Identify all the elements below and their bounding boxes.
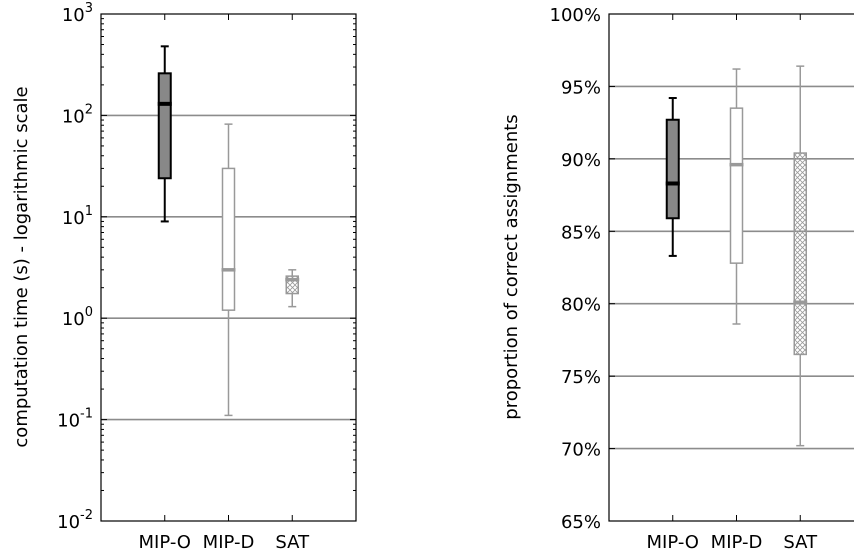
y-tick-label: 80% — [561, 295, 601, 316]
box-mip-d — [221, 167, 236, 311]
box-sat — [793, 152, 807, 356]
x-tick-label: MIP-O — [647, 532, 699, 553]
y-tick-label: 10-1 — [57, 407, 93, 432]
y-tick-label: 102 — [62, 102, 93, 127]
box-mip-o — [665, 118, 680, 220]
plot-frame — [100, 13, 357, 522]
y-tick-label: 90% — [561, 150, 601, 171]
plot-frame — [608, 13, 854, 522]
x-tick-label: MIP-D — [203, 532, 255, 553]
computation-time-chart: 10-2 10-1 100 101 102 103 computation time (s)… — [11, 1, 357, 553]
correct-assignments-chart: 65% 70% 75% 80% 85% 90% 95% 100% proportion of c… — [501, 5, 854, 553]
x-tick-label: MIP-O — [139, 532, 191, 553]
y-tick-label: 95% — [561, 77, 601, 98]
y-tick-label: 103 — [62, 1, 93, 26]
y-axis-title: proportion of correct assignments — [501, 114, 522, 419]
y-tick-label: 65% — [561, 512, 601, 533]
x-tick-label: SAT — [783, 532, 818, 553]
y-axis-title: computation time (s) - logarithmic scale — [11, 86, 32, 447]
y-tick-label: 70% — [561, 440, 601, 461]
x-tick-label: SAT — [275, 532, 310, 553]
y-tick-label: 101 — [62, 204, 93, 229]
y-tick-label: 10-2 — [57, 508, 93, 533]
y-tick-label: 100% — [550, 5, 601, 26]
y-tick-label: 85% — [561, 222, 601, 243]
y-tick-label: 75% — [561, 367, 601, 388]
y-tick-label: 100 — [62, 305, 93, 330]
box-mip-d — [729, 107, 744, 264]
x-tick-label: MIP-D — [711, 532, 763, 553]
box-mip-o — [157, 72, 172, 180]
